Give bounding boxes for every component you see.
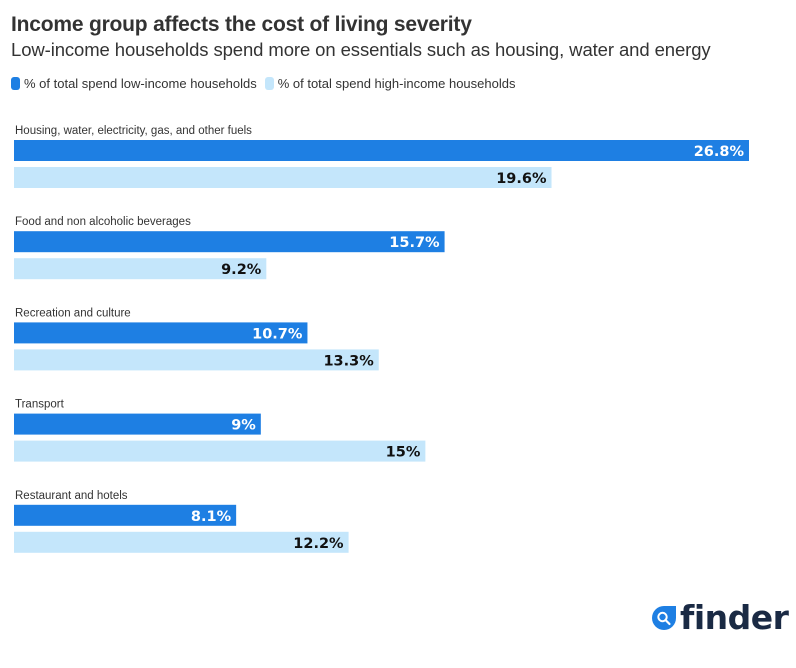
value-label: 26.8%: [694, 144, 745, 160]
value-label: 15%: [386, 445, 421, 461]
value-label: 8.1%: [191, 509, 232, 525]
category-label: Food and non alcoholic beverages: [15, 216, 191, 228]
bar-low-income[interactable]: [14, 413, 261, 435]
value-label: 12.2%: [293, 536, 344, 552]
legend-swatch-high-income: [264, 77, 274, 90]
finder-wordmark: finder: [680, 598, 789, 637]
category-label: Recreation and culture: [15, 307, 131, 319]
bar-high-income[interactable]: [14, 440, 426, 462]
value-label: 9.2%: [221, 262, 262, 278]
bar-high-income[interactable]: [14, 167, 552, 188]
value-label: 9%: [231, 418, 256, 434]
value-label: 19.6%: [496, 171, 547, 187]
category-label: Housing, water, electricity, gas, and ot…: [15, 125, 252, 137]
chart-subtitle: Low-income households spend more on esse…: [11, 39, 711, 60]
value-label: 10.7%: [252, 326, 303, 342]
legend-label-low-income: % of total spend low-income households: [24, 76, 257, 91]
bar-high-income[interactable]: [14, 258, 267, 280]
legend-item-high-income[interactable]: % of total spend high-income households: [264, 76, 516, 91]
value-label: 13.3%: [323, 353, 374, 369]
bar-high-income[interactable]: [14, 531, 349, 553]
bar-low-income[interactable]: [14, 231, 445, 253]
chart-title: Income group affects the cost of living …: [11, 13, 472, 36]
value-label: 15.7%: [389, 235, 440, 251]
bar-low-income[interactable]: [14, 504, 237, 526]
legend: % of total spend low-income households %…: [11, 76, 523, 91]
legend-label-high-income: % of total spend high-income households: [277, 76, 516, 91]
category-label: Restaurant and hotels: [15, 490, 128, 502]
legend-item-low-income[interactable]: % of total spend low-income households: [11, 76, 257, 91]
bar-low-income[interactable]: [14, 322, 308, 344]
category-label: Transport: [15, 399, 65, 411]
finder-logo: finder: [651, 598, 789, 637]
bar-low-income[interactable]: [14, 140, 749, 161]
legend-swatch-low-income: [11, 77, 20, 90]
magnifier-drop-icon: [652, 605, 676, 630]
bar-high-income[interactable]: [14, 349, 379, 371]
